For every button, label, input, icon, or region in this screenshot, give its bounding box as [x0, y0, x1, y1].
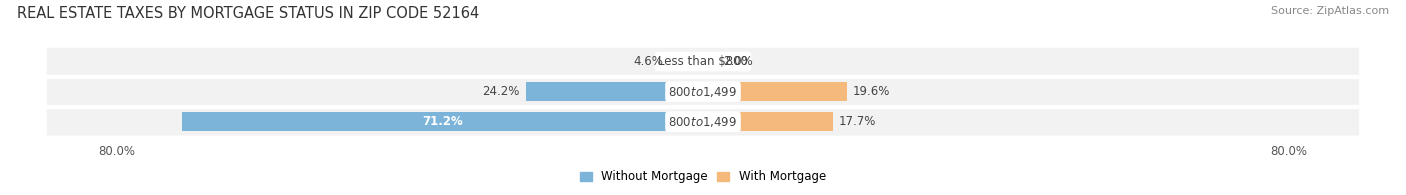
Text: $800 to $1,499: $800 to $1,499 — [668, 85, 738, 99]
Text: 24.2%: 24.2% — [482, 85, 520, 98]
Text: 4.6%: 4.6% — [634, 55, 664, 68]
FancyBboxPatch shape — [46, 48, 1360, 75]
Text: 19.6%: 19.6% — [852, 85, 890, 98]
Bar — [703, 52, 717, 71]
Text: 17.7%: 17.7% — [838, 115, 876, 128]
Bar — [526, 82, 703, 101]
Bar — [703, 82, 846, 101]
Text: Less than $800: Less than $800 — [658, 55, 748, 68]
Text: Source: ZipAtlas.com: Source: ZipAtlas.com — [1271, 6, 1389, 16]
FancyBboxPatch shape — [46, 108, 1360, 136]
Bar — [703, 112, 832, 131]
Text: 71.2%: 71.2% — [422, 115, 463, 128]
Text: REAL ESTATE TAXES BY MORTGAGE STATUS IN ZIP CODE 52164: REAL ESTATE TAXES BY MORTGAGE STATUS IN … — [17, 6, 479, 21]
Text: 2.0%: 2.0% — [724, 55, 754, 68]
Bar — [181, 112, 703, 131]
Text: $800 to $1,499: $800 to $1,499 — [668, 115, 738, 129]
Bar — [669, 52, 703, 71]
FancyBboxPatch shape — [46, 78, 1360, 105]
Legend: Without Mortgage, With Mortgage: Without Mortgage, With Mortgage — [575, 166, 831, 188]
